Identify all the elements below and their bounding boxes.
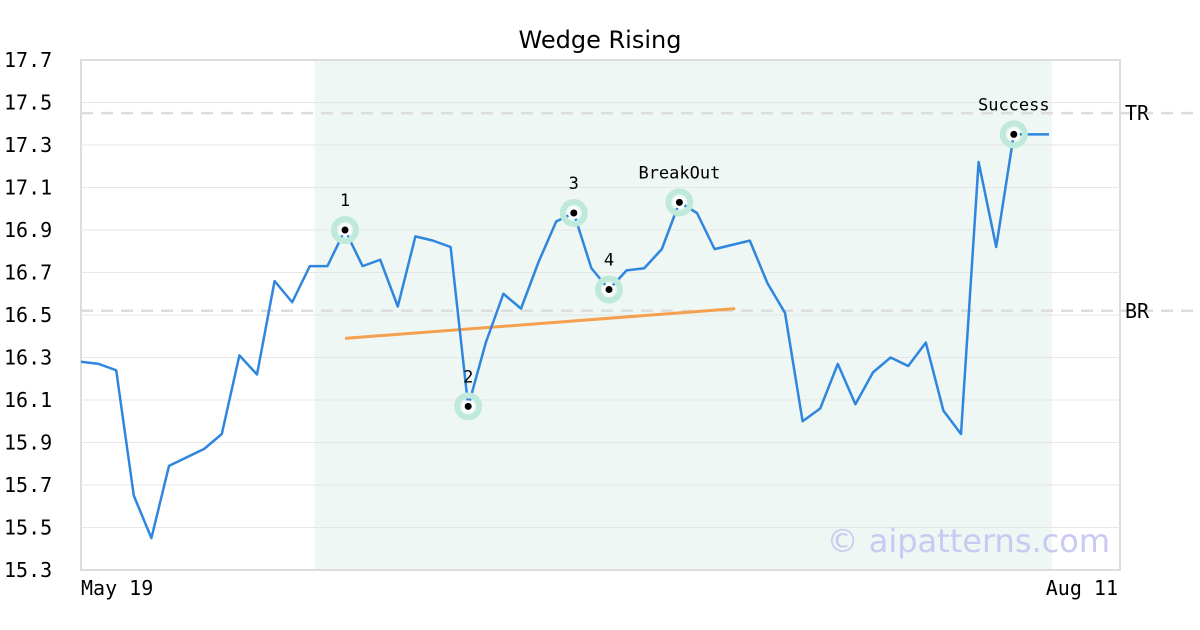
y-tick-label: 16.1 — [4, 388, 52, 412]
marker-label: BreakOut — [638, 163, 720, 183]
y-tick-label: 17.5 — [4, 91, 52, 115]
marker-ring — [999, 120, 1028, 149]
gridlines — [81, 102, 1120, 528]
marker-ring — [595, 275, 623, 304]
y-tick-label: 17.1 — [4, 176, 52, 200]
marker-success: Success — [978, 95, 1050, 149]
y-tick-label: 17.3 — [4, 133, 52, 157]
marker-label: 1 — [340, 191, 350, 211]
marker-dot — [1010, 130, 1018, 138]
marker-ring — [331, 216, 359, 244]
marker-2: 2 — [454, 367, 483, 421]
y-tick-label: 16.9 — [4, 218, 52, 242]
marker-breakout: BreakOut — [638, 163, 720, 217]
y-tick-label: 17.7 — [4, 48, 52, 72]
marker-dot — [570, 209, 578, 217]
marker-label: Success — [978, 95, 1050, 115]
marker-ring — [454, 392, 483, 421]
y-tick-label: 15.9 — [4, 431, 52, 455]
marker-dot — [341, 226, 349, 234]
marker-ring — [665, 188, 694, 217]
marker-label: 2 — [463, 367, 473, 387]
marker-3: 3 — [559, 174, 588, 227]
y-tick-label: 16.7 — [4, 261, 52, 285]
trend-line — [344, 307, 736, 340]
y-tick-label: 15.3 — [4, 558, 52, 582]
y-axis: 15.3 15.5 15.7 15.9 16.1 16.3 16.5 16.7 16.9 17.1… — [4, 48, 52, 582]
y-tick-label: 16.3 — [4, 346, 52, 370]
horizontal-levels: TR BR — [81, 101, 1200, 323]
marker-dot — [464, 402, 472, 410]
marker-1: 1 — [331, 191, 359, 244]
marker-label: 3 — [569, 174, 579, 194]
marker-label: 4 — [604, 251, 614, 271]
marker-4: 4 — [595, 251, 623, 304]
marker-dot — [605, 286, 613, 293]
y-tick-label: 16.5 — [4, 303, 52, 327]
chart-title: Wedge Rising — [519, 26, 682, 54]
level-label-br: BR — [1125, 299, 1150, 323]
x-tick-start: May 19 — [81, 576, 153, 600]
level-label-tr: TR — [1125, 101, 1150, 125]
pattern-markers: 1 2 3 4 BreakOut Success — [331, 95, 1050, 421]
marker-dot — [675, 198, 683, 206]
y-tick-label: 15.7 — [4, 473, 52, 497]
y-tick-label: 15.5 — [4, 516, 52, 540]
marker-ring — [559, 199, 588, 227]
watermark: © aipatterns.com — [827, 522, 1110, 560]
x-tick-end: Aug 11 — [1046, 576, 1118, 600]
